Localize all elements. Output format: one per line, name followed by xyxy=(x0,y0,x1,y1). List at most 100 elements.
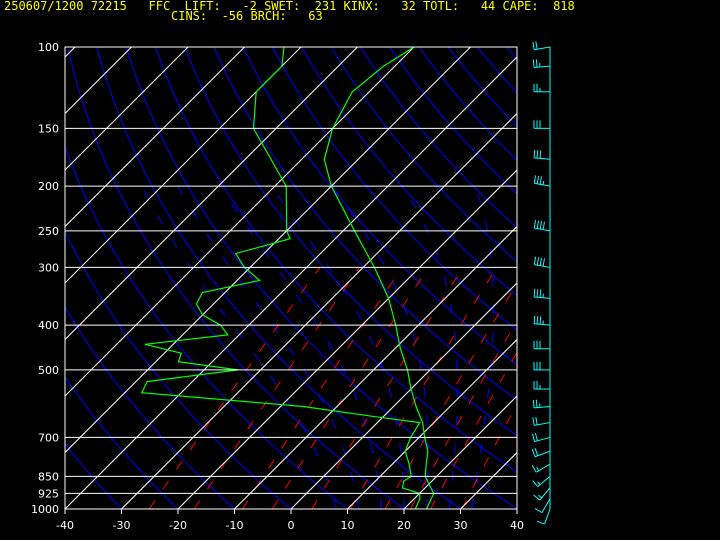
wind-barb-feather xyxy=(533,288,536,298)
wind-barb-feather xyxy=(535,41,538,50)
isotherm-line xyxy=(403,395,517,509)
wind-barb-staff xyxy=(534,323,551,326)
wind-barb-staff xyxy=(539,487,551,501)
pressure-tick-label: 1000 xyxy=(31,503,59,516)
pressure-tick-label: 700 xyxy=(38,431,59,444)
wind-barb-feather xyxy=(542,221,545,230)
wind-barb xyxy=(536,508,551,525)
moist-adiabat-line xyxy=(271,185,405,509)
wind-barb-feather xyxy=(532,59,535,68)
mixing-ratio-line xyxy=(271,267,429,509)
wind-barb xyxy=(531,463,551,473)
wind-barb xyxy=(533,256,551,268)
isotherm-line xyxy=(65,47,132,115)
temperature-tick-label: 40 xyxy=(510,519,524,532)
dry-adiabat-line xyxy=(65,306,235,509)
wind-barb-staff xyxy=(534,182,551,187)
wind-barb-feather xyxy=(532,399,535,408)
wind-barb-staff xyxy=(534,296,551,299)
wind-barb-staff xyxy=(534,46,551,51)
wind-barb-feather xyxy=(535,59,538,68)
wind-barb xyxy=(533,288,551,299)
wind-barb-half-feather xyxy=(538,494,542,499)
pressure-tick-label: 850 xyxy=(38,470,59,483)
isotherm-line xyxy=(290,282,517,509)
pressure-tick-label: 300 xyxy=(38,261,59,274)
header-line-1: 250607/1200 72215 FFC LIFT: -2 SWET: 231… xyxy=(4,0,575,13)
wind-barb-staff xyxy=(534,422,551,426)
mixing-ratio-line xyxy=(242,267,403,509)
dry-adiabat-line xyxy=(65,145,348,509)
dry-adiabat-line xyxy=(301,47,517,297)
temperature-tick-label: -20 xyxy=(169,519,187,532)
wind-barb xyxy=(533,487,551,501)
mixing-ratio-line xyxy=(430,351,517,509)
isotherm-line xyxy=(234,225,517,509)
isotherm-line xyxy=(65,56,517,509)
temperature-tick-label: -30 xyxy=(113,519,131,532)
pressure-tick-label: 250 xyxy=(38,225,59,238)
wind-barb-feather xyxy=(535,399,538,408)
wind-barb-feather xyxy=(539,176,543,185)
wind-barb-staff xyxy=(535,463,551,473)
wind-barb-staff xyxy=(544,508,551,525)
dry-adiabat-line xyxy=(565,47,720,509)
moist-adiabat-line xyxy=(177,185,360,509)
mixing-ratio-line xyxy=(410,319,517,509)
wind-barb-feather xyxy=(539,257,543,266)
wind-barb xyxy=(533,315,551,326)
isotherm-line xyxy=(65,47,471,454)
wind-barb-staff xyxy=(534,157,551,160)
plot-frame xyxy=(64,46,518,510)
wind-barb-feather xyxy=(536,175,540,184)
wind-barb-feather xyxy=(535,416,538,425)
isotherm-line xyxy=(65,47,358,341)
sounding-profiles xyxy=(140,47,435,509)
pressure-tick-label: 925 xyxy=(38,487,59,500)
wind-barb xyxy=(533,120,550,129)
wind-barb-feather xyxy=(531,449,536,457)
moist-adiabat-line xyxy=(220,185,382,509)
wind-barb-feather xyxy=(536,220,540,229)
mixing-ratio-line xyxy=(349,267,498,509)
wind-barb-feather xyxy=(539,316,542,325)
temperature-tick-label: 10 xyxy=(341,519,355,532)
wind-barb xyxy=(532,399,551,409)
isotherm-line xyxy=(0,47,19,509)
mixing-ratio-line xyxy=(193,267,361,509)
wind-barb-feather xyxy=(533,315,536,324)
dry-adiabat-line xyxy=(389,47,517,195)
wind-barb xyxy=(534,498,551,513)
wind-barb-half-feather xyxy=(542,180,545,185)
wind-barb-feather xyxy=(531,433,536,442)
wind-barb-feather xyxy=(542,258,545,267)
dry-adiabat-line xyxy=(213,47,517,401)
dry-adiabat-line xyxy=(506,47,517,60)
wind-barb-feather xyxy=(533,175,537,184)
isotherm-line xyxy=(177,169,517,509)
wind-barb xyxy=(531,448,551,458)
pressure-tick-label: 100 xyxy=(38,41,59,54)
wind-barb xyxy=(533,381,550,390)
pressure-tick-label: 200 xyxy=(38,180,59,193)
mixing-ratio-line xyxy=(461,403,517,509)
moist-adiabat-line xyxy=(402,185,458,509)
header-line-2: CINS: -56 BRCH: 63 xyxy=(171,9,323,23)
temperature-profile-line xyxy=(323,47,435,509)
dry-adiabat-line xyxy=(447,47,517,128)
background-grid xyxy=(0,47,720,509)
pressure-tick-label: 500 xyxy=(38,364,59,377)
dry-adiabat-line xyxy=(653,47,720,509)
dewpoint-profile-line xyxy=(140,47,421,509)
wind-barb-feather xyxy=(536,316,539,325)
wind-barb-feather xyxy=(536,150,539,159)
dry-adiabat-line xyxy=(536,47,720,509)
wind-barb xyxy=(532,59,551,69)
wind-barb xyxy=(533,361,550,371)
dry-adiabat-line xyxy=(330,47,517,263)
wind-barb-feather xyxy=(532,41,535,50)
isotherm-line xyxy=(65,47,302,284)
mixing-ratio-line xyxy=(311,267,464,509)
wind-barb xyxy=(533,175,551,187)
wind-barb xyxy=(533,83,550,93)
